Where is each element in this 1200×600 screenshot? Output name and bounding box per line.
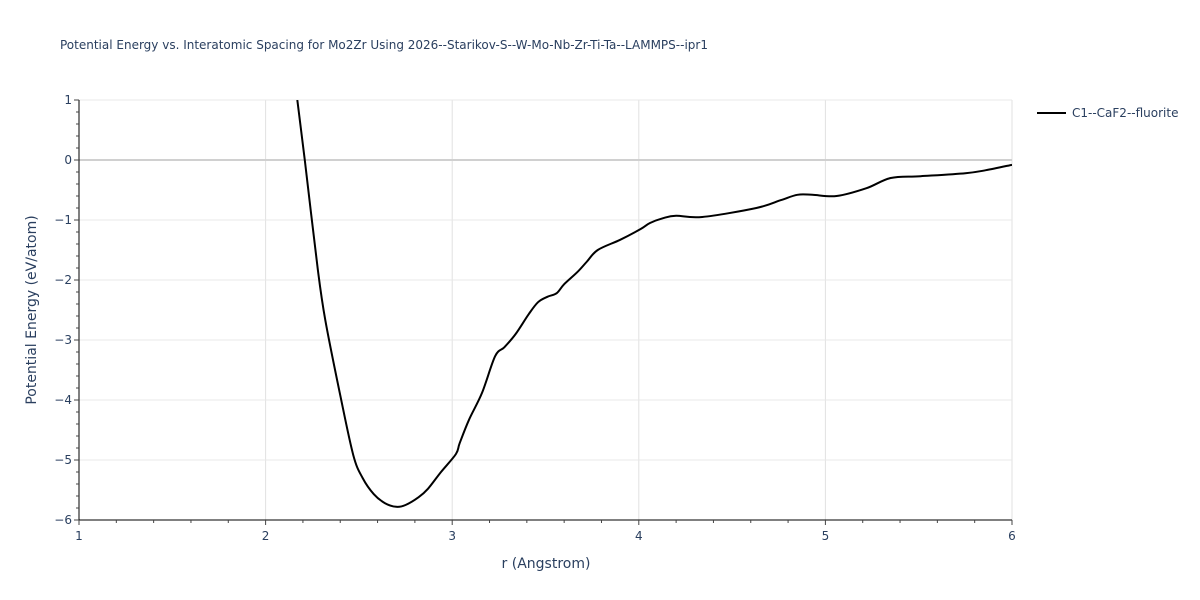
y-tick-label: −4 (54, 393, 72, 407)
y-tick-label: −6 (54, 513, 72, 527)
y-tick-label: 0 (64, 153, 72, 167)
legend[interactable]: C1--CaF2--fluorite (1037, 106, 1178, 120)
x-tick-label: 6 (1008, 529, 1016, 543)
gridlines (79, 99, 1013, 520)
x-tick-label: 2 (262, 529, 270, 543)
y-tick-label: −3 (54, 333, 72, 347)
x-tick-label: 5 (822, 529, 830, 543)
x-tick-label: 4 (635, 529, 643, 543)
axes: 10−1−2−3−4−5−61 2 3 4 5 6 (54, 93, 1016, 543)
x-axis-title: r (Angstrom) (502, 556, 591, 572)
legend-item-label[interactable]: C1--CaF2--fluorite (1072, 106, 1179, 120)
legend-line-swatch (1037, 112, 1066, 114)
data-series (296, 100, 1012, 508)
y-axis-title: Potential Energy (eV/atom) (24, 215, 40, 404)
series-line (296, 100, 1012, 508)
x-tick-label: 1 (75, 529, 83, 543)
y-tick-label: −2 (54, 273, 72, 287)
y-tick-label: −5 (54, 453, 72, 467)
y-tick-label: −1 (54, 213, 72, 227)
x-tick-label: 3 (448, 529, 456, 543)
y-tick-label: 1 (64, 93, 72, 107)
chart-title: Potential Energy vs. Interatomic Spacing… (60, 38, 708, 52)
